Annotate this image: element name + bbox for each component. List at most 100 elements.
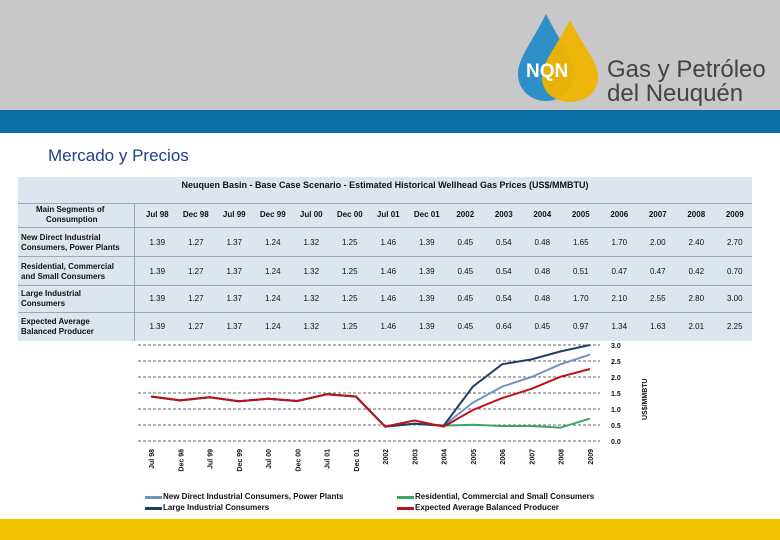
y-tick-label: 3.0	[611, 343, 621, 350]
column-header: 2008	[687, 210, 706, 219]
table-cell: 0.48	[534, 238, 551, 247]
table-cell: 1.39	[418, 322, 435, 331]
table-cell: 2.00	[649, 238, 666, 247]
table-cell: 1.37	[226, 238, 243, 247]
table-cell: 0.70	[726, 267, 743, 276]
column-header: 2006	[610, 210, 629, 219]
table-cell: 1.24	[264, 322, 281, 331]
section-title: Mercado y Precios	[48, 146, 189, 165]
y-tick-label: 2.0	[611, 375, 621, 382]
table-cell: 1.37	[226, 267, 243, 276]
y-tick-label: 1.5	[611, 391, 621, 398]
column-header: Jul 01	[376, 210, 400, 219]
table-corner-label: Main Segments of	[36, 205, 105, 214]
legend-swatch	[145, 496, 162, 499]
table-divider	[18, 203, 752, 204]
y-tick-label: 0.5	[611, 423, 621, 430]
table-cell: 1.65	[572, 238, 589, 247]
x-tick-label: 2003	[412, 449, 419, 465]
bottom-band	[0, 519, 780, 540]
row-label: Expected Average	[21, 317, 90, 326]
row-label: Balanced Producer	[21, 327, 94, 336]
legend-label: Expected Average Balanced Producer	[415, 503, 559, 512]
table-cell: 2.01	[688, 322, 705, 331]
table-cell: 0.47	[649, 267, 666, 276]
x-tick-label: Jul 99	[208, 449, 215, 469]
column-header: 2004	[533, 210, 552, 219]
table-cell: 1.46	[380, 267, 397, 276]
table-cell: 0.48	[534, 294, 551, 303]
row-label: Residential, Commercial	[21, 262, 114, 271]
table-cell: 1.32	[303, 294, 320, 303]
table-cell: 1.24	[264, 238, 281, 247]
column-header: Dec 00	[336, 210, 363, 219]
x-tick-label: Dec 99	[237, 449, 244, 472]
table-cell: 2.55	[649, 294, 666, 303]
table-cell: 1.46	[380, 238, 397, 247]
company-name-line2: del Neuquén	[607, 80, 744, 107]
row-label: Consumers	[21, 299, 66, 308]
table-cell: 0.54	[495, 238, 512, 247]
table-cell: 1.70	[611, 238, 628, 247]
x-tick-label: 2006	[500, 449, 507, 465]
company-name-line1: Gas y Petróleo	[607, 56, 766, 83]
table-cell: 2.80	[688, 294, 705, 303]
table-cell: 0.45	[534, 322, 551, 331]
table-cell: 1.39	[149, 267, 166, 276]
table-cell: 1.39	[149, 322, 166, 331]
table-cell: 1.25	[341, 322, 358, 331]
series-line	[150, 344, 591, 428]
table-cell: 1.32	[303, 267, 320, 276]
legend-label: Residential, Commercial and Small Consum…	[415, 492, 595, 501]
x-tick-label: 2005	[471, 449, 478, 465]
nqn-drop-logo: NQN	[518, 14, 598, 102]
table-cell: 1.24	[264, 267, 281, 276]
x-tick-label: 2007	[529, 449, 536, 465]
table-cell: 1.39	[418, 238, 435, 247]
table-cell: 2.70	[726, 238, 743, 247]
table-cell: 0.45	[457, 238, 474, 247]
column-header: 2007	[648, 210, 667, 219]
column-header: 2005	[571, 210, 590, 219]
table-cell: 0.48	[534, 267, 551, 276]
column-header: Dec 98	[182, 210, 209, 219]
row-label: Consumers, Power Plants	[21, 243, 120, 252]
column-header: 2009	[725, 210, 744, 219]
table-cell: 1.63	[649, 322, 666, 331]
table-cell: 1.32	[303, 322, 320, 331]
table-cell: 0.51	[572, 267, 589, 276]
y-tick-label: 0.0	[611, 439, 621, 446]
table-cell: 1.27	[187, 267, 204, 276]
table-cell: 1.37	[226, 294, 243, 303]
x-tick-label: Dec 01	[354, 449, 361, 472]
table-divider	[18, 256, 752, 257]
table-divider	[18, 227, 752, 228]
blue-band	[0, 110, 780, 133]
row-label: and Small Consumers	[21, 272, 106, 281]
table-cell: 1.46	[380, 294, 397, 303]
x-tick-label: 2002	[383, 449, 390, 465]
table-cell: 1.37	[226, 322, 243, 331]
table-cell: 3.00	[726, 294, 743, 303]
x-tick-label: Jul 01	[325, 449, 332, 469]
column-header: 2003	[494, 210, 513, 219]
y-tick-label: 1.0	[611, 407, 621, 414]
table-cell: 0.45	[457, 267, 474, 276]
table-cell: 1.32	[303, 238, 320, 247]
table-divider	[134, 203, 135, 341]
table-divider	[18, 285, 752, 286]
table-cell: 1.39	[149, 238, 166, 247]
table-cell: 0.64	[495, 322, 512, 331]
table-cell: 1.24	[264, 294, 281, 303]
row-label: Large Industrial	[21, 289, 82, 298]
table-cell: 1.25	[341, 238, 358, 247]
column-header: Jul 00	[299, 210, 323, 219]
price-table: Neuquen Basin - Base Case Scenario - Est…	[18, 177, 752, 341]
legend-swatch	[397, 496, 414, 499]
row-label: New Direct Industrial	[21, 233, 101, 242]
y-tick-label: 2.5	[611, 359, 621, 366]
table-cell: 1.70	[572, 294, 589, 303]
table-cell: 1.39	[418, 267, 435, 276]
table-cell: 1.39	[418, 294, 435, 303]
table-cell: 1.27	[187, 238, 204, 247]
